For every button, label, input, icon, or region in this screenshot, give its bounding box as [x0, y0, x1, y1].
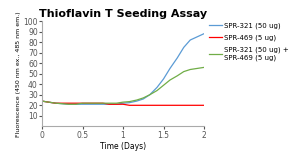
SPR-469 (5 ug)	[74, 102, 78, 104]
SPR-321 (50 ug) +
SPR-469 (5 ug)	[67, 103, 70, 105]
SPR-321 (50 ug)	[176, 57, 179, 59]
SPR-321 (50 ug)	[94, 103, 98, 105]
SPR-469 (5 ug)	[54, 102, 58, 104]
SPR-321 (50 ug) +
SPR-469 (5 ug)	[128, 101, 131, 103]
SPR-321 (50 ug)	[135, 100, 139, 102]
SPR-469 (5 ug)	[115, 103, 118, 105]
SPR-469 (5 ug)	[40, 100, 44, 102]
SPR-321 (50 ug) +
SPR-469 (5 ug)	[94, 102, 98, 104]
SPR-321 (50 ug)	[81, 103, 84, 105]
Title: Thioflavin T Seeding Assay: Thioflavin T Seeding Assay	[39, 9, 207, 19]
SPR-469 (5 ug)	[148, 104, 152, 106]
SPR-321 (50 ug) +
SPR-469 (5 ug)	[54, 102, 58, 104]
SPR-321 (50 ug)	[188, 39, 192, 41]
SPR-469 (5 ug)	[162, 104, 165, 106]
SPR-321 (50 ug)	[148, 94, 152, 96]
SPR-321 (50 ug)	[101, 103, 105, 105]
SPR-321 (50 ug) +
SPR-469 (5 ug)	[115, 102, 118, 104]
SPR-321 (50 ug)	[155, 87, 159, 88]
SPR-321 (50 ug) +
SPR-469 (5 ug)	[121, 101, 125, 103]
SPR-321 (50 ug) +
SPR-469 (5 ug)	[74, 103, 78, 105]
SPR-469 (5 ug)	[61, 102, 64, 104]
SPR-321 (50 ug) +
SPR-469 (5 ug)	[182, 71, 186, 73]
SPR-321 (50 ug)	[107, 103, 111, 105]
SPR-321 (50 ug) +
SPR-469 (5 ug)	[40, 100, 44, 102]
SPR-321 (50 ug) +
SPR-469 (5 ug)	[188, 69, 192, 70]
SPR-321 (50 ug)	[87, 103, 91, 105]
SPR-469 (5 ug)	[87, 102, 91, 104]
SPR-321 (50 ug)	[168, 67, 172, 69]
SPR-321 (50 ug) +
SPR-469 (5 ug)	[87, 102, 91, 104]
SPR-321 (50 ug)	[67, 103, 70, 105]
SPR-469 (5 ug)	[81, 102, 84, 104]
X-axis label: Time (Days): Time (Days)	[100, 142, 146, 151]
Line: SPR-469 (5 ug): SPR-469 (5 ug)	[42, 101, 204, 105]
SPR-321 (50 ug) +
SPR-469 (5 ug)	[148, 94, 152, 96]
SPR-321 (50 ug) +
SPR-469 (5 ug)	[162, 84, 165, 86]
SPR-321 (50 ug)	[115, 103, 118, 105]
SPR-469 (5 ug)	[128, 104, 131, 106]
SPR-469 (5 ug)	[47, 101, 50, 103]
SPR-469 (5 ug)	[155, 104, 159, 106]
SPR-469 (5 ug)	[121, 103, 125, 105]
SPR-321 (50 ug) +
SPR-469 (5 ug)	[101, 102, 105, 104]
SPR-321 (50 ug) +
SPR-469 (5 ug)	[107, 102, 111, 104]
SPR-469 (5 ug)	[142, 104, 145, 106]
SPR-321 (50 ug) +
SPR-469 (5 ug)	[155, 90, 159, 92]
SPR-321 (50 ug)	[162, 78, 165, 80]
SPR-321 (50 ug)	[54, 102, 58, 104]
SPR-469 (5 ug)	[188, 104, 192, 106]
SPR-469 (5 ug)	[107, 103, 111, 105]
SPR-469 (5 ug)	[202, 104, 206, 106]
SPR-321 (50 ug) +
SPR-469 (5 ug)	[176, 75, 179, 77]
Legend: SPR-321 (50 ug), SPR-469 (5 ug), SPR-321 (50 ug) +
SPR-469 (5 ug): SPR-321 (50 ug), SPR-469 (5 ug), SPR-321…	[209, 22, 289, 61]
SPR-469 (5 ug)	[176, 104, 179, 106]
SPR-321 (50 ug)	[40, 100, 44, 102]
Line: SPR-321 (50 ug) +
SPR-469 (5 ug): SPR-321 (50 ug) + SPR-469 (5 ug)	[42, 67, 204, 104]
SPR-469 (5 ug)	[94, 102, 98, 104]
SPR-469 (5 ug)	[168, 104, 172, 106]
SPR-321 (50 ug) +
SPR-469 (5 ug)	[135, 99, 139, 101]
SPR-469 (5 ug)	[135, 104, 139, 106]
SPR-321 (50 ug) +
SPR-469 (5 ug)	[47, 101, 50, 103]
SPR-321 (50 ug) +
SPR-469 (5 ug)	[61, 103, 64, 105]
SPR-321 (50 ug)	[61, 103, 64, 105]
SPR-321 (50 ug)	[47, 101, 50, 103]
SPR-321 (50 ug)	[142, 98, 145, 100]
SPR-321 (50 ug) +
SPR-469 (5 ug)	[202, 66, 206, 68]
SPR-469 (5 ug)	[182, 104, 186, 106]
SPR-321 (50 ug) +
SPR-469 (5 ug)	[168, 79, 172, 81]
SPR-321 (50 ug)	[128, 102, 131, 104]
SPR-321 (50 ug) +
SPR-469 (5 ug)	[81, 102, 84, 104]
SPR-321 (50 ug) +
SPR-469 (5 ug)	[142, 97, 145, 99]
SPR-469 (5 ug)	[101, 102, 105, 104]
SPR-321 (50 ug)	[121, 102, 125, 104]
SPR-321 (50 ug)	[182, 46, 186, 48]
Y-axis label: Fluorescence (450 nm ex., 485 nm em.): Fluorescence (450 nm ex., 485 nm em.)	[16, 11, 21, 137]
Line: SPR-321 (50 ug): SPR-321 (50 ug)	[42, 34, 204, 104]
SPR-469 (5 ug)	[67, 102, 70, 104]
SPR-321 (50 ug)	[74, 103, 78, 105]
SPR-321 (50 ug)	[202, 33, 206, 35]
